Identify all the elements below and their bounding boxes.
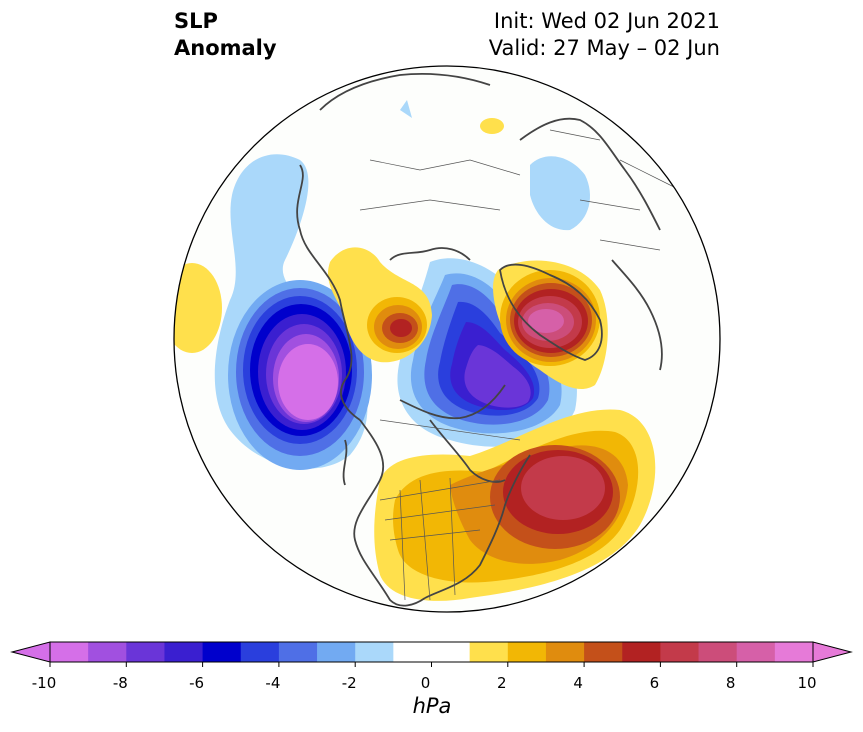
title-field: SLP — [174, 9, 218, 33]
init-date: Init: Wed 02 Jun 2021 — [493, 9, 720, 33]
colorbar-bin — [698, 642, 738, 662]
colorbar-tick-label: -10 — [31, 674, 57, 692]
arctic-low — [397, 258, 577, 447]
colorbar-bin — [736, 642, 776, 662]
colorbar-tick-label: -2 — [341, 674, 357, 692]
title-type: Anomaly — [174, 36, 277, 60]
colorbar-bin — [469, 642, 509, 662]
map-boundary — [173, 65, 721, 613]
colorbar-tick-label: -6 — [189, 674, 205, 692]
title-right: Init: Wed 02 Jun 2021 Valid: 27 May – 02… — [489, 8, 720, 62]
colorbar-tick-label: 4 — [573, 674, 583, 692]
colorbar-bin — [240, 642, 280, 662]
colorbar-bin — [202, 642, 242, 662]
colorbar-bin — [393, 642, 432, 662]
colorbar-bin — [50, 642, 89, 662]
scandinavia-low — [530, 156, 590, 231]
title-left: SLP Anomaly — [174, 8, 277, 62]
colorbar-bin — [660, 642, 700, 662]
colorbar-bin — [584, 642, 623, 662]
colorbar-tick-label: 10 — [797, 674, 817, 692]
colorbar-bin — [317, 642, 356, 662]
colorbar-bin — [622, 642, 661, 662]
colorbar-tick-label: -8 — [112, 674, 128, 692]
colorbar-extend-above — [812, 641, 853, 663]
valid-period: Valid: 27 May – 02 Jun — [488, 36, 720, 60]
anomaly-field — [174, 73, 681, 607]
colorbar-tick-label: 2 — [497, 674, 507, 692]
siberian-high — [327, 247, 432, 363]
atlantic-high — [374, 409, 656, 601]
colorbar-bin — [431, 642, 471, 662]
pacific-low — [214, 154, 372, 470]
colorbar-bin — [164, 642, 204, 662]
colorbar-extend-below — [10, 641, 51, 663]
coastlines — [296, 73, 663, 607]
colorbar-tick-label: 0 — [420, 674, 431, 692]
colorbar-bin — [126, 642, 165, 662]
colorbar-bin — [507, 642, 547, 662]
colorbar-bins — [50, 642, 814, 662]
europe-high — [480, 118, 504, 134]
colorbar-tick-marks — [49, 662, 814, 667]
borders — [359, 129, 681, 601]
colorbar-tick-label: 6 — [649, 674, 660, 692]
colorbar-bin — [278, 642, 318, 662]
colorbar-tick-label: 8 — [725, 674, 736, 692]
small-low — [400, 100, 412, 118]
colorbar-bin — [355, 642, 394, 662]
colorbar-tick-label: -4 — [265, 674, 281, 692]
colorbar-unit: hPa — [412, 694, 452, 718]
colorbar-bin — [774, 642, 814, 662]
colorbar-bin — [545, 642, 585, 662]
colorbar-bin — [88, 642, 127, 662]
